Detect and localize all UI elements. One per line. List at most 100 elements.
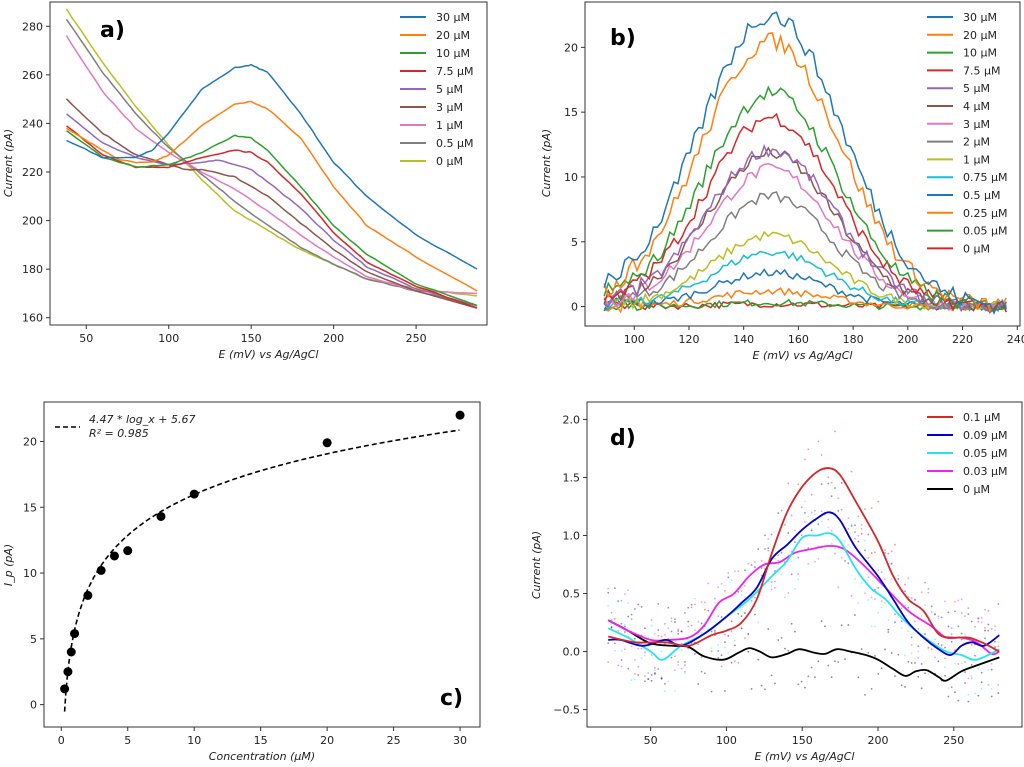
- noise-dot: [817, 440, 820, 443]
- noise-dot: [984, 627, 986, 629]
- noise-dot: [884, 648, 886, 651]
- noise-dot: [964, 671, 966, 673]
- noise-dot: [830, 529, 833, 532]
- noise-dot: [924, 633, 926, 635]
- noise-dot: [643, 675, 646, 677]
- noise-dot: [764, 688, 766, 691]
- noise-dot: [907, 606, 910, 609]
- noise-dot: [887, 628, 890, 631]
- noise-dot: [900, 684, 903, 687]
- noise-dot: [780, 509, 783, 512]
- noise-dot: [687, 620, 690, 623]
- noise-dot: [700, 656, 703, 659]
- noise-dot: [834, 430, 836, 433]
- noise-dot: [867, 651, 870, 654]
- series-line: [604, 191, 1007, 313]
- noise-dot: [957, 625, 960, 628]
- noise-dot: [920, 663, 923, 665]
- noise-dot: [877, 611, 880, 614]
- noise-dot: [677, 630, 680, 632]
- noise-dot: [950, 633, 953, 635]
- noise-dot: [633, 672, 636, 675]
- noise-dot: [820, 520, 823, 523]
- noise-dot: [964, 615, 966, 618]
- noise-dot: [934, 656, 936, 659]
- noise-dot: [904, 654, 906, 657]
- noise-dot: [914, 598, 916, 601]
- noise-dot: [830, 495, 833, 498]
- noise-dot: [647, 672, 650, 674]
- noise-dot: [857, 601, 860, 604]
- noise-dot: [807, 515, 810, 518]
- noise-dot: [920, 591, 923, 594]
- panel-c-chart: 0 5 10 15 20 25 30 0 5 10 15 20 Concentration (µM) I_…: [2, 401, 481, 763]
- noise-dot: [747, 633, 750, 635]
- plot-frame: [43, 401, 481, 728]
- noise-dot: [917, 656, 920, 659]
- noise-dot: [970, 677, 973, 680]
- legend-label: 4 µM: [963, 100, 990, 113]
- noise-dot: [804, 512, 806, 514]
- noise-dot: [607, 642, 610, 645]
- series-line: [66, 125, 478, 309]
- noise-dot: [674, 621, 676, 623]
- y-tick-label: 1.0: [563, 529, 581, 542]
- data-point: [70, 629, 80, 639]
- noise-dot: [854, 577, 856, 580]
- legend-label: 20 µM: [436, 29, 470, 42]
- noise-dot: [904, 686, 906, 688]
- noise-dot: [857, 676, 860, 679]
- noise-dot: [980, 671, 983, 674]
- noise-dot: [760, 567, 763, 569]
- legend-label: 0.05 µM: [963, 225, 1007, 238]
- panel-label: d): [610, 426, 636, 451]
- noise-dot: [900, 626, 903, 629]
- noise-dot: [860, 527, 863, 530]
- noise-dot: [887, 631, 890, 633]
- noise-dot: [620, 665, 623, 668]
- noise-dot: [947, 611, 950, 614]
- noise-dot: [924, 604, 926, 607]
- panel-label: b): [610, 26, 636, 51]
- noise-dot: [734, 570, 736, 573]
- noise-dot: [787, 592, 790, 594]
- noise-dot: [820, 620, 823, 622]
- noise-dot: [970, 675, 973, 677]
- x-tick-label: 5: [124, 734, 131, 747]
- legend-label: 0.5 µM: [963, 189, 1000, 202]
- noise-dot: [797, 683, 800, 686]
- noise-dot: [954, 610, 956, 613]
- noise-dot: [710, 650, 713, 653]
- panel-label: a): [100, 18, 125, 43]
- noise-dot: [950, 640, 953, 643]
- noise-dot: [810, 528, 813, 531]
- noise-dot: [740, 615, 743, 618]
- noise-dot: [820, 454, 823, 456]
- noise-dot: [997, 641, 1000, 643]
- x-axis-label: E (mV) vs Ag/AgCl: [219, 348, 319, 361]
- noise-dot: [894, 543, 896, 546]
- noise-dot: [730, 579, 733, 582]
- series-line: [607, 532, 1000, 661]
- series-line: [65, 8, 478, 297]
- noise-dot: [664, 682, 666, 685]
- noise-dot: [864, 549, 866, 552]
- noise-dot: [884, 601, 886, 604]
- noise-dot: [947, 695, 950, 698]
- series-line: [603, 250, 1007, 312]
- noise-dot: [737, 612, 740, 615]
- noise-dot: [764, 548, 766, 550]
- noise-dot: [747, 633, 750, 636]
- noise-dot: [957, 663, 960, 665]
- noise-dot: [613, 617, 616, 620]
- noise-dot: [864, 508, 866, 511]
- noise-dot: [804, 686, 806, 689]
- noise-dot: [710, 647, 713, 650]
- legend: 30 µM 20 µM 10 µM 7.5 µM 5 µM 3 µM 1 µM 0.5 µM 0…: [400, 11, 473, 168]
- noise-dot: [633, 659, 636, 661]
- x-tick-label: 0: [58, 734, 65, 747]
- noise-dot: [877, 586, 880, 589]
- noise-dot: [610, 611, 613, 614]
- noise-dot: [670, 630, 673, 633]
- noise-dot: [850, 523, 853, 525]
